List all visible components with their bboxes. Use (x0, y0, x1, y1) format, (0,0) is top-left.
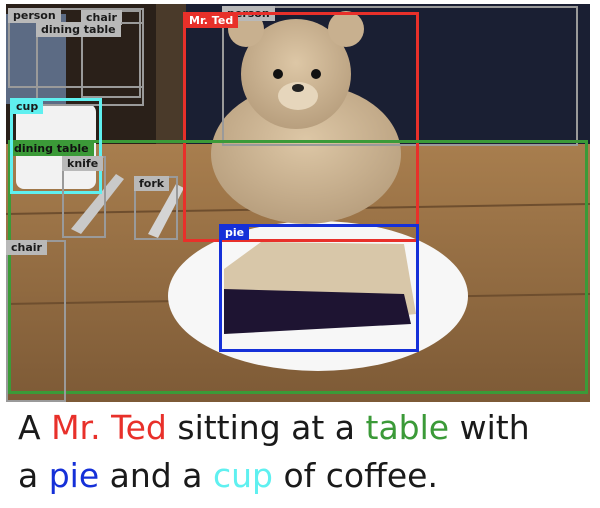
bear-head (241, 19, 351, 129)
caption-word-a2: a (18, 456, 39, 495)
caption-line-2: a pie and a cup of coffee. (18, 452, 593, 500)
caption-pie: pie (48, 456, 100, 495)
knife-shape (71, 174, 124, 234)
caption-table: table (365, 408, 450, 447)
caption-and-a: and a (109, 456, 203, 495)
label-knife: knife (62, 156, 104, 171)
fork-shape (148, 184, 184, 238)
label-dining-table-main: dining table (9, 141, 94, 156)
label-pie: pie (220, 225, 250, 240)
bbox-fork: fork (134, 176, 178, 240)
label-fork: fork (134, 176, 170, 191)
bbox-mr-ted: Mr. Ted (183, 12, 419, 242)
bbox-chair-top: chair (81, 10, 141, 98)
caption-with: with (459, 408, 530, 447)
caption-line-1: A Mr. Ted sitting at a table with (18, 404, 593, 452)
caption-of-coffee: of coffee. (283, 456, 438, 495)
bbox-pie: pie (219, 224, 419, 352)
photo: person chair dining table person Mr. Ted… (6, 4, 590, 402)
caption: A Mr. Ted sitting at a table with a pie … (18, 404, 593, 500)
caption-word-a: A (18, 408, 41, 447)
label-cup: cup (11, 99, 44, 114)
bbox-knife: knife (62, 156, 106, 238)
photo-scene (6, 4, 590, 402)
bbox-dining-table-small: dining table (36, 22, 144, 106)
label-chair-left: chair (6, 240, 47, 255)
bear-body (211, 84, 401, 224)
bbox-cup: cup (10, 98, 102, 194)
label-chair-top: chair (81, 10, 122, 25)
label-dining-table-small: dining table (36, 22, 121, 37)
label-mr-ted: Mr. Ted (184, 13, 239, 28)
bbox-chair-left: chair (6, 240, 66, 402)
caption-mr-ted: Mr. Ted (51, 408, 167, 447)
label-person-left: person (8, 8, 61, 23)
caption-sitting-at-a: sitting at a (177, 408, 356, 447)
bbox-dining-table-main: dining table (8, 140, 588, 394)
caption-cup: cup (212, 456, 273, 495)
